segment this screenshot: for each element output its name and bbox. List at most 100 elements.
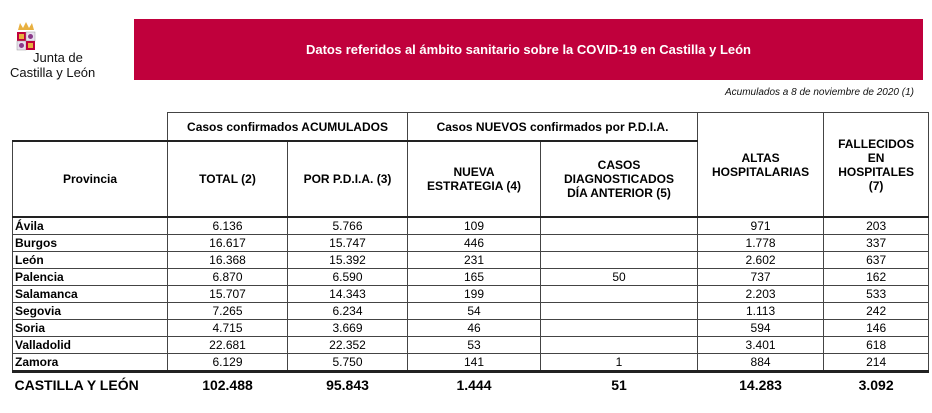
data-cell: 618 bbox=[823, 336, 930, 354]
page-title: Datos referidos al ámbito sanitario sobr… bbox=[305, 42, 751, 57]
data-cell: 1.778 bbox=[696, 234, 825, 252]
data-cell: 737 bbox=[696, 268, 825, 286]
junta-castilla-leon-logo bbox=[16, 22, 36, 51]
data-cell: 15.392 bbox=[287, 251, 408, 269]
data-cell: 594 bbox=[696, 319, 825, 337]
logo-text: Junta de Castilla y León bbox=[10, 50, 95, 80]
coat-of-arms-icon bbox=[16, 31, 36, 51]
group-header-nuevos: Casos NUEVOS confirmados por P.D.I.A. bbox=[407, 112, 698, 142]
province-name: Zamora bbox=[12, 353, 168, 373]
logo-line2: Castilla y León bbox=[10, 65, 96, 80]
data-cell: 162 bbox=[823, 268, 930, 286]
data-cell bbox=[540, 319, 698, 337]
empty-header-cell bbox=[13, 113, 168, 142]
data-cell: 22.352 bbox=[287, 336, 408, 354]
province-name: Segovia bbox=[12, 302, 168, 320]
data-cell bbox=[540, 285, 698, 303]
total-label: CASTILLA Y LEÓN bbox=[14, 377, 139, 393]
data-cell: 971 bbox=[696, 216, 825, 235]
data-cell: 146 bbox=[823, 319, 930, 337]
total-cell: 3.092 bbox=[858, 377, 894, 393]
table-row: Ávila 6.136 5.766 109 971 203 bbox=[12, 216, 930, 235]
date-note: Acumulados a 8 de noviembre de 2020 (1) bbox=[724, 87, 914, 98]
column-header-dia-anterior: CASOS DIAGNOSTICADOS DÍA ANTERIOR (5) bbox=[540, 140, 698, 218]
data-cell: 4.715 bbox=[167, 319, 288, 337]
table-row: Salamanca 15.707 14.343 199 2.203 533 bbox=[12, 285, 930, 303]
column-header-total: TOTAL (2) bbox=[167, 140, 288, 218]
title-banner: Datos referidos al ámbito sanitario sobr… bbox=[134, 19, 923, 80]
data-cell: 14.343 bbox=[287, 285, 408, 303]
total-cell: 14.283 bbox=[739, 377, 782, 393]
data-cell: 446 bbox=[407, 234, 541, 252]
data-cell: 199 bbox=[407, 285, 541, 303]
table-row: Segovia 7.265 6.234 54 1.113 242 bbox=[12, 302, 930, 320]
province-name: Soria bbox=[12, 319, 168, 337]
data-cell: 53 bbox=[407, 336, 541, 354]
data-cell: 2.602 bbox=[696, 251, 825, 269]
data-cell: 6.870 bbox=[167, 268, 288, 286]
data-cell: 533 bbox=[823, 285, 930, 303]
province-name: Ávila bbox=[12, 216, 168, 235]
data-cell: 5.750 bbox=[287, 353, 408, 373]
data-cell: 884 bbox=[696, 353, 825, 373]
data-cell: 1 bbox=[540, 353, 698, 373]
data-cell bbox=[540, 302, 698, 320]
data-cell: 165 bbox=[407, 268, 541, 286]
data-cell: 6.590 bbox=[287, 268, 408, 286]
logo-line1: Junta de bbox=[33, 50, 83, 65]
data-cell: 5.766 bbox=[287, 216, 408, 235]
province-name: León bbox=[12, 251, 168, 269]
data-cell: 242 bbox=[823, 302, 930, 320]
data-cell: 214 bbox=[823, 353, 930, 373]
data-cell: 50 bbox=[540, 268, 698, 286]
data-cell: 7.265 bbox=[167, 302, 288, 320]
crown-icon bbox=[18, 22, 34, 30]
province-name: Burgos bbox=[12, 234, 168, 252]
data-cell bbox=[540, 251, 698, 269]
data-cell: 16.617 bbox=[167, 234, 288, 252]
data-cell: 1.113 bbox=[696, 302, 825, 320]
column-header-provincia: Provincia bbox=[12, 140, 168, 218]
data-cell bbox=[540, 216, 698, 235]
table-row: Palencia 6.870 6.590 165 50 737 162 bbox=[12, 268, 930, 286]
data-cell: 637 bbox=[823, 251, 930, 269]
data-cell bbox=[540, 234, 698, 252]
data-cell: 203 bbox=[823, 216, 930, 235]
data-cell: 6.129 bbox=[167, 353, 288, 373]
table-row: León 16.368 15.392 231 2.602 637 bbox=[12, 251, 930, 269]
data-cell: 141 bbox=[407, 353, 541, 373]
column-header-fallecidos: FALLECIDOS EN HOSPITALES (7) bbox=[823, 112, 930, 218]
data-cell: 109 bbox=[407, 216, 541, 235]
total-cell: 102.488 bbox=[202, 377, 253, 393]
province-name: Palencia bbox=[12, 268, 168, 286]
column-header-altas: ALTAS HOSPITALARIAS bbox=[696, 112, 825, 218]
group-header-acumulados: Casos confirmados ACUMULADOS bbox=[167, 112, 408, 142]
column-header-pdia: POR P.D.I.A. (3) bbox=[287, 140, 408, 218]
covid-data-table: Casos confirmados ACUMULADOS Casos NUEVO… bbox=[12, 112, 930, 398]
table-row: Valladolid 22.681 22.352 53 3.401 618 bbox=[12, 336, 930, 354]
data-cell: 337 bbox=[823, 234, 930, 252]
province-name: Valladolid bbox=[12, 336, 168, 354]
data-cell: 231 bbox=[407, 251, 541, 269]
table-row: Zamora 6.129 5.750 141 1 884 214 bbox=[12, 353, 930, 373]
total-row: CASTILLA Y LEÓN 102.488 95.843 1.444 51 … bbox=[13, 372, 929, 398]
data-cell: 6.234 bbox=[287, 302, 408, 320]
total-cell: 1.444 bbox=[456, 377, 492, 393]
province-name: Salamanca bbox=[12, 285, 168, 303]
data-cell: 46 bbox=[407, 319, 541, 337]
data-cell bbox=[540, 336, 698, 354]
data-cell: 3.669 bbox=[287, 319, 408, 337]
data-cell: 2.203 bbox=[696, 285, 825, 303]
table-row: Burgos 16.617 15.747 446 1.778 337 bbox=[12, 234, 930, 252]
data-cell: 15.707 bbox=[167, 285, 288, 303]
data-cell: 16.368 bbox=[167, 251, 288, 269]
data-cell: 3.401 bbox=[696, 336, 825, 354]
data-cell: 15.747 bbox=[287, 234, 408, 252]
data-cell: 22.681 bbox=[167, 336, 288, 354]
data-cell: 6.136 bbox=[167, 216, 288, 235]
total-cell: 95.843 bbox=[326, 377, 369, 393]
column-header-nueva-estrategia: NUEVA ESTRATEGIA (4) bbox=[407, 140, 541, 218]
table-row: Soria 4.715 3.669 46 594 146 bbox=[12, 319, 930, 337]
data-cell: 54 bbox=[407, 302, 541, 320]
total-cell: 51 bbox=[611, 377, 627, 393]
